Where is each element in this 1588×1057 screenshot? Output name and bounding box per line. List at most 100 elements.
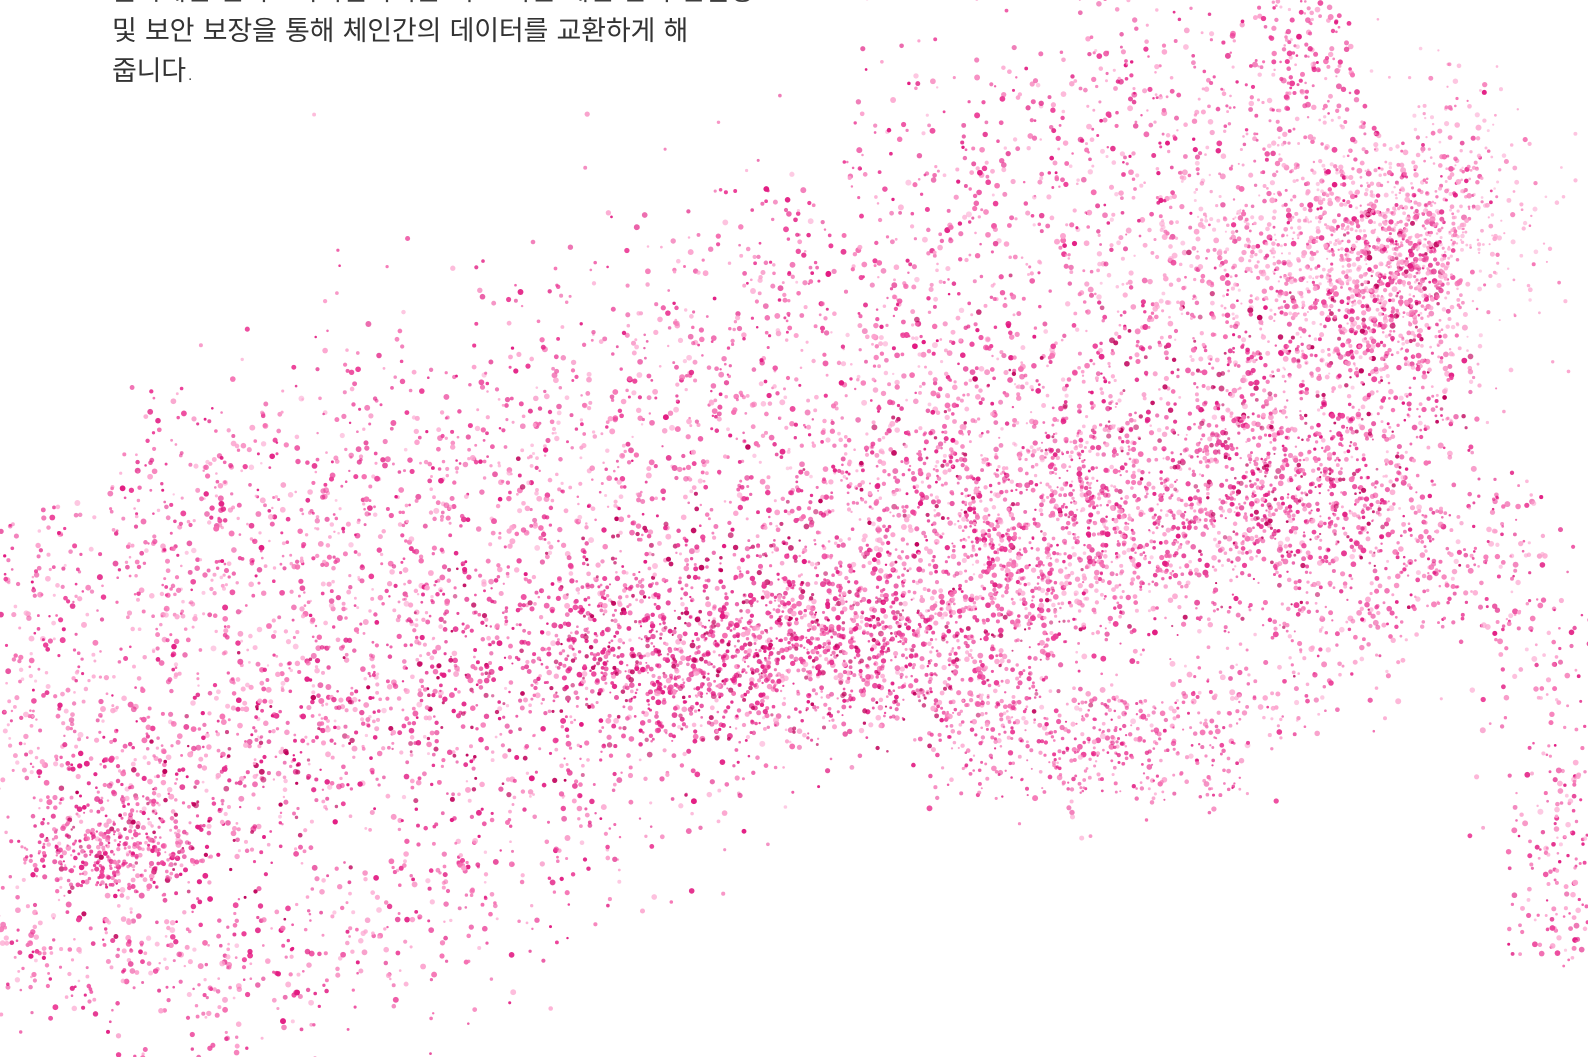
particle-dot	[1095, 84, 1099, 89]
particle-dot	[128, 555, 132, 559]
particle-dot	[985, 231, 991, 238]
particle-dot	[1250, 84, 1256, 89]
particle-dot	[745, 554, 751, 559]
particle-dot	[1317, 199, 1324, 206]
particle-dot	[437, 467, 442, 471]
particle-dot	[1154, 63, 1160, 70]
particle-dot	[367, 505, 373, 511]
particle-dot	[598, 718, 604, 723]
particle-dot	[631, 350, 637, 356]
particle-dot	[404, 503, 409, 508]
particle-dot	[392, 608, 397, 613]
particle-dot	[409, 468, 415, 474]
particle-dot	[1122, 310, 1127, 315]
particle-dot	[304, 735, 308, 739]
particle-dot	[689, 642, 696, 649]
particle-dot	[1480, 196, 1484, 199]
particle-dot	[1134, 26, 1139, 31]
particle-dot	[77, 731, 84, 738]
particle-dot	[335, 594, 342, 601]
particle-dot	[262, 667, 267, 672]
particle-dot	[194, 565, 200, 571]
particle-dot	[527, 600, 533, 606]
particle-dot	[1067, 515, 1071, 519]
particle-dot	[962, 393, 966, 397]
particle-dot	[1146, 109, 1149, 112]
particle-dot	[1290, 240, 1297, 247]
particle-dot	[363, 440, 369, 446]
particle-dot	[1394, 240, 1398, 243]
particle-dot	[122, 452, 127, 457]
particle-dot	[933, 296, 939, 302]
particle-dot	[1221, 40, 1226, 45]
particle-dot	[1024, 66, 1029, 71]
particle-dot	[893, 278, 896, 282]
particle-dot	[1153, 237, 1157, 242]
particle-dot	[429, 664, 435, 669]
particle-dot	[1299, 0, 1303, 3]
particle-dot	[1221, 313, 1225, 317]
particle-dot	[197, 727, 202, 731]
particle-dot	[1155, 195, 1160, 200]
particle-dot	[1054, 175, 1059, 180]
particle-dot	[654, 302, 659, 307]
particle-dot	[242, 463, 248, 470]
particle-dot	[1382, 343, 1387, 348]
particle-dot	[322, 412, 325, 416]
particle-dot	[683, 265, 686, 268]
particle-dot	[727, 261, 732, 265]
particle-dot	[341, 413, 347, 419]
particle-dot	[191, 547, 197, 554]
particle-dot	[1438, 318, 1442, 322]
particle-dot	[836, 360, 842, 366]
particle-dot	[170, 721, 175, 725]
particle-dot	[253, 729, 258, 733]
particle-dot	[880, 268, 887, 274]
particle-dot	[1042, 321, 1048, 327]
particle-dot	[474, 443, 478, 447]
particle-dot	[869, 282, 875, 288]
particle-dot	[682, 494, 688, 500]
particle-dot	[1420, 146, 1426, 152]
particle-dot	[1304, 54, 1308, 58]
particle-dot	[1115, 79, 1121, 84]
particle-dot	[1189, 6, 1193, 10]
particle-dot	[1047, 171, 1052, 175]
particle-dot	[471, 602, 477, 608]
particle-dot	[860, 46, 866, 52]
particle-dot	[1150, 311, 1155, 315]
particle-dot	[60, 533, 64, 537]
particle-dot	[600, 432, 604, 436]
particle-dot	[1199, 420, 1205, 427]
particle-dot	[1299, 71, 1306, 77]
particle-dot	[1437, 163, 1443, 168]
particle-dot	[352, 381, 358, 387]
particle-dot	[626, 460, 632, 465]
particle-dot	[957, 362, 960, 366]
particle-dot	[680, 587, 684, 591]
particle-dot	[1011, 45, 1017, 51]
particle-dot	[1191, 53, 1196, 58]
particle-dot	[412, 549, 416, 554]
particle-dot	[1435, 261, 1440, 266]
particle-dot	[399, 571, 403, 575]
particle-dot	[320, 488, 326, 494]
particle-dot	[236, 502, 242, 508]
particle-dot	[1261, 100, 1265, 105]
particle-dot	[768, 434, 775, 441]
particle-dot	[168, 711, 174, 717]
particle-dot	[1029, 81, 1035, 87]
particle-dot	[493, 578, 499, 583]
particle-dot	[136, 597, 140, 602]
particle-dot	[1379, 356, 1385, 361]
particle-dot	[1383, 458, 1390, 464]
particle-dot	[782, 292, 787, 298]
particle-dot	[314, 470, 318, 474]
particle-dot	[1443, 250, 1447, 254]
particle-dot	[322, 559, 327, 564]
particle-dot	[223, 625, 227, 628]
particle-dot	[588, 644, 594, 650]
particle-dot	[985, 174, 990, 179]
particle-dot	[161, 488, 165, 492]
particle-dot	[531, 574, 537, 580]
